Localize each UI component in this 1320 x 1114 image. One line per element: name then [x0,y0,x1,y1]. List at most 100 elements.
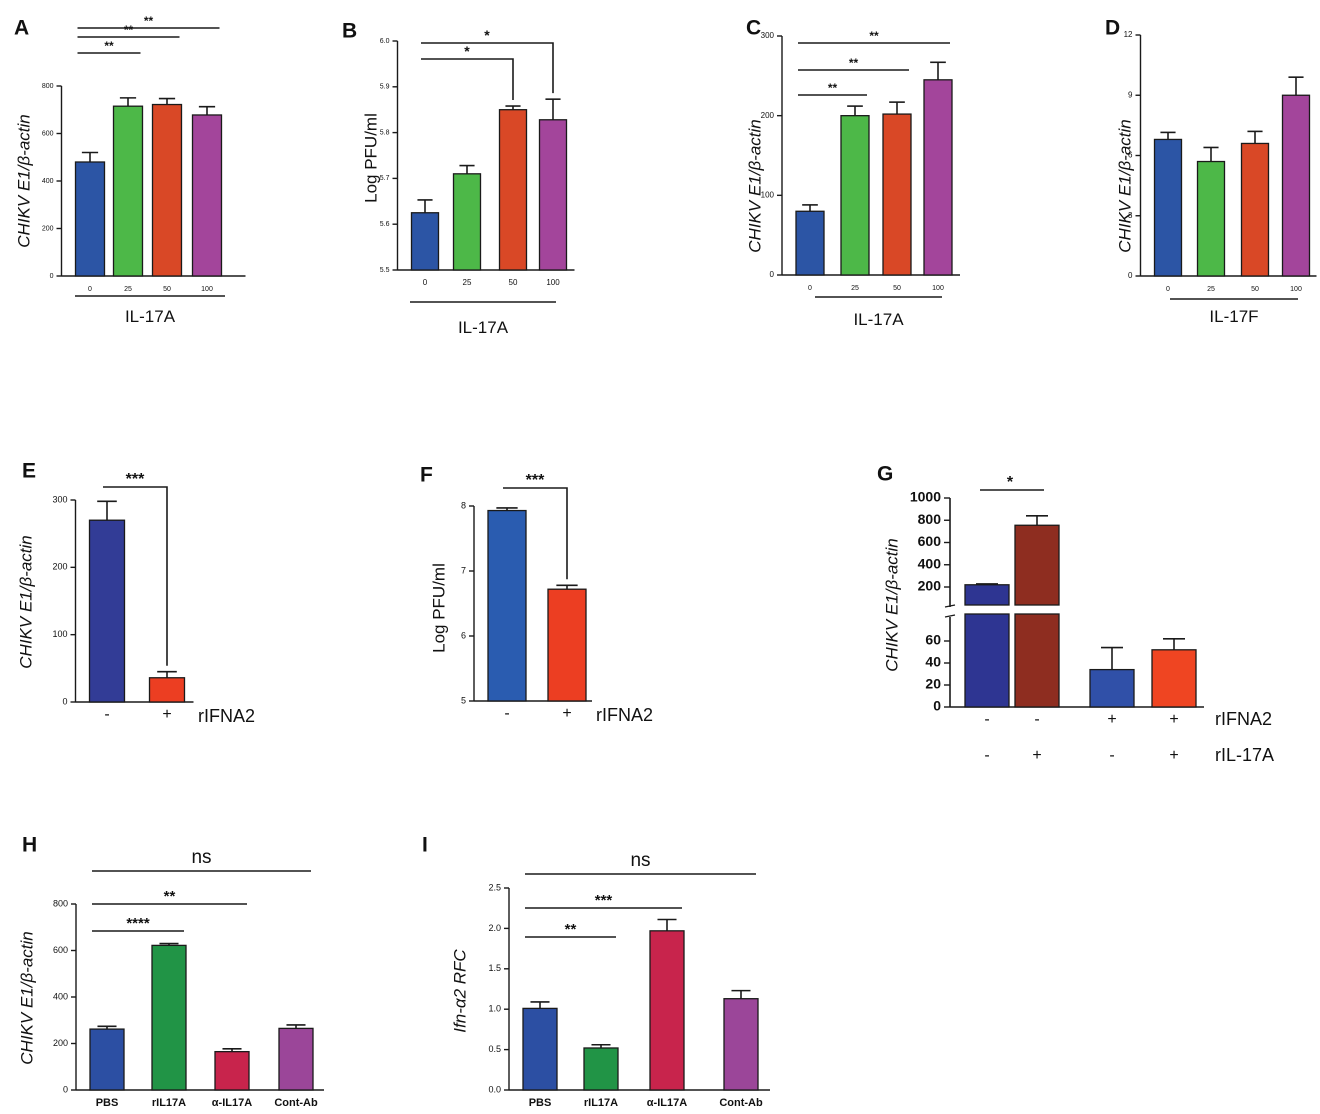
x-tick-label: Cont-Ab [274,1097,318,1109]
y-tick-label: 400 [53,991,68,1001]
bar [1153,138,1183,277]
x-tick-label: 0 [423,278,428,287]
treatment-sign: - [984,711,989,728]
panel-c: C CHIKV E1/β-actin 0 100 200 300 0 25 50 100 ** ** *… [745,16,960,329]
bar [795,210,825,276]
y-tick-label: 800 [918,511,942,527]
y-tick-label: 6 [1128,151,1133,160]
x-tick-label: 0 [1166,286,1170,293]
y-axis-label: Log PFU/ml [361,113,380,203]
panel-label: D [1105,16,1120,39]
y-tick-label: 5.6 [380,221,390,228]
y-tick-label: 1.0 [488,1004,501,1014]
x-tick-label: 100 [932,285,944,292]
bar [452,173,482,271]
x-tick-label: rIL17A [152,1097,186,1109]
bar [522,1007,558,1091]
y-tick-label: 800 [53,898,68,908]
treatment-label: rIL-17A [1215,745,1274,765]
x-tick-label: α-IL17A [647,1097,687,1109]
y-tick-label: 200 [53,1038,68,1048]
significance-label: ** [104,39,114,53]
bar [112,105,144,277]
panel-label: I [422,833,428,856]
panel-label: B [342,19,357,42]
group-label: IL-17A [125,307,176,326]
panel-a: A CHIKV E1/β-actin 0 200 400 600 800 0 25 50 100 **… [14,14,246,326]
x-tick-label: + [162,706,171,723]
y-tick-label: 5.5 [380,267,390,274]
y-tick-label: 200 [918,578,942,594]
bar [1281,94,1311,277]
panel-i: I Ifn-α2 RFC 0.0 0.5 1.0 1.5 2.0 2.5 PBS rIL17A α-… [422,833,770,1109]
treatment-sign: + [1032,747,1041,764]
bar [151,944,187,1091]
bar [547,588,587,702]
treatment-label: rIFNA2 [198,706,255,726]
bar [487,509,527,702]
bar-lower-segment [1014,613,1060,708]
y-axis-label: CHIKV E1/β-actin [16,535,35,668]
y-tick-label: 200 [52,562,67,572]
panel-g: G CHIKV E1/β-actin 200 400 600 800 1000 0 20 40 60… [877,462,1274,764]
bar [1240,142,1270,277]
significance-label: ** [565,921,577,938]
y-tick-label: 300 [761,31,775,40]
significance-label: *** [126,471,145,488]
y-tick-label: 2.0 [488,923,501,933]
x-tick-label: - [104,706,109,723]
significance-label: * [1007,474,1014,491]
x-tick-label: 100 [201,286,213,293]
x-tick-label: 0 [808,285,812,292]
y-tick-label: 400 [42,178,54,185]
y-tick-label: 20 [925,676,941,692]
bar [278,1027,314,1091]
bar [1089,668,1135,708]
y-axis-label: CHIKV E1/β-actin [882,538,901,671]
y-tick-label: 1.5 [488,963,501,973]
x-tick-label: 25 [851,285,859,292]
y-tick-label: 5.8 [380,129,390,136]
significance-bracket [503,487,568,580]
y-tick-label: 12 [1124,30,1133,39]
treatment-label: rIFNA2 [1215,709,1272,729]
significance-bracket [421,42,554,94]
y-tick-label: 2.5 [488,882,501,892]
panel-label: C [746,16,761,39]
x-tick-label: 50 [1251,286,1259,293]
panel-label: H [22,833,37,856]
y-tick-label: 7 [461,565,466,575]
y-tick-label: 400 [918,555,942,571]
y-axis-label: CHIKV E1/β-actin [745,119,764,252]
y-axis-label: CHIKV E1/β-actin [14,114,33,247]
y-axis-label: CHIKV E1/β-actin [1115,119,1134,252]
panel-label: F [420,463,433,486]
y-tick-label: 0 [933,698,941,714]
significance-label: **** [126,915,150,932]
x-tick-label: PBS [529,1097,552,1109]
bar [538,119,568,271]
bar [723,998,759,1091]
bar [74,161,106,277]
x-tick-label: PBS [96,1097,119,1109]
treatment-sign: + [1169,711,1178,728]
bar [583,1047,619,1091]
y-tick-label: 0 [1128,271,1133,280]
bar [1151,649,1197,708]
y-tick-label: 600 [53,945,68,955]
axis-break-mark [944,614,956,618]
y-tick-label: 5.9 [380,84,390,91]
significance-label: * [464,43,470,59]
significance-label: ** [144,14,154,28]
x-tick-label: 100 [546,278,560,287]
significance-label: ** [124,23,134,37]
y-tick-label: 9 [1128,90,1133,99]
bar [151,103,183,277]
significance-label: *** [526,472,545,489]
y-tick-label: 5 [461,695,466,705]
y-tick-label: 8 [461,500,466,510]
axis-break-mark [944,604,956,608]
treatment-label: rIFNA2 [596,705,653,725]
x-tick-label: 50 [893,285,901,292]
y-tick-label: 60 [925,632,941,648]
